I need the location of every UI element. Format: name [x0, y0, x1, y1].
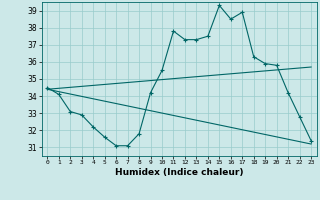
X-axis label: Humidex (Indice chaleur): Humidex (Indice chaleur) — [115, 168, 244, 177]
